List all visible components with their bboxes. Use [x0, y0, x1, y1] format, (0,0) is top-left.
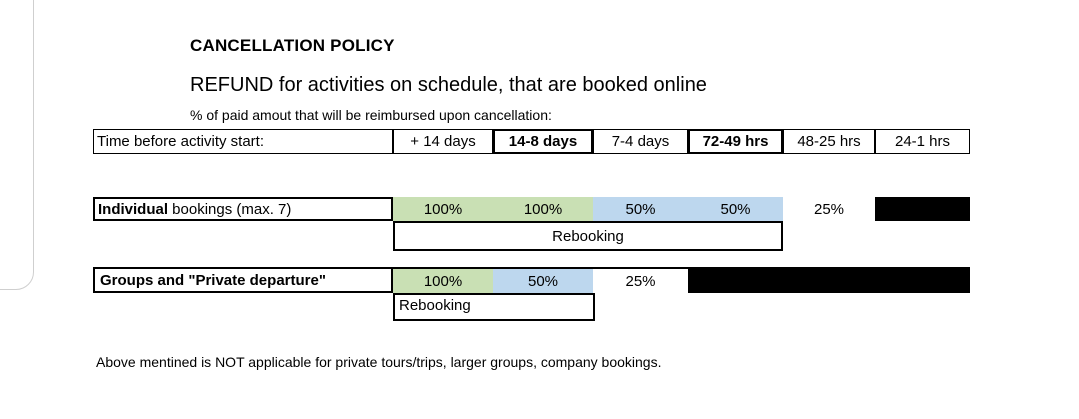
groups-value-3: 25%	[593, 267, 688, 293]
individual-value-2: 100%	[493, 197, 593, 221]
groups-rebooking-box: Rebooking	[393, 293, 595, 321]
groups-label-cell: Groups and "Private departure"	[93, 267, 393, 293]
policy-footer-note: Above mentined is NOT applicable for pri…	[96, 354, 662, 370]
groups-value-1: 100%	[393, 267, 493, 293]
individual-value-4: 50%	[688, 197, 783, 221]
groups-label: Groups and "Private departure"	[95, 269, 391, 291]
individual-value-3: 50%	[593, 197, 688, 221]
individual-label-bold: Individual	[98, 200, 169, 218]
individual-value-1: 100%	[393, 197, 493, 221]
individual-unavailable-cell	[875, 197, 970, 221]
header-col-5: 48-25 hrs	[783, 129, 875, 154]
individual-label-rest: bookings (max. 7)	[168, 200, 292, 218]
policy-note: % of paid amout that will be reimbursed …	[190, 107, 552, 123]
header-col-1: + 14 days	[393, 129, 493, 154]
header-col-3: 7-4 days	[593, 129, 688, 154]
individual-label: Individual bookings (max. 7)	[93, 197, 393, 221]
header-col-2: 14-8 days	[493, 129, 593, 154]
time-header-label: Time before activity start:	[93, 129, 393, 154]
individual-value-5: 25%	[813, 200, 845, 218]
individual-rebooking-box: Rebooking	[393, 221, 783, 251]
policy-title: CANCELLATION POLICY	[190, 36, 395, 55]
groups-value-2: 50%	[493, 267, 593, 293]
panel-frame-edge	[0, 0, 34, 290]
header-col-4: 72-49 hrs	[688, 129, 783, 154]
header-col-6: 24-1 hrs	[875, 129, 970, 154]
policy-subtitle: REFUND for activities on schedule, that …	[190, 74, 707, 96]
groups-unavailable-cell	[688, 267, 970, 293]
